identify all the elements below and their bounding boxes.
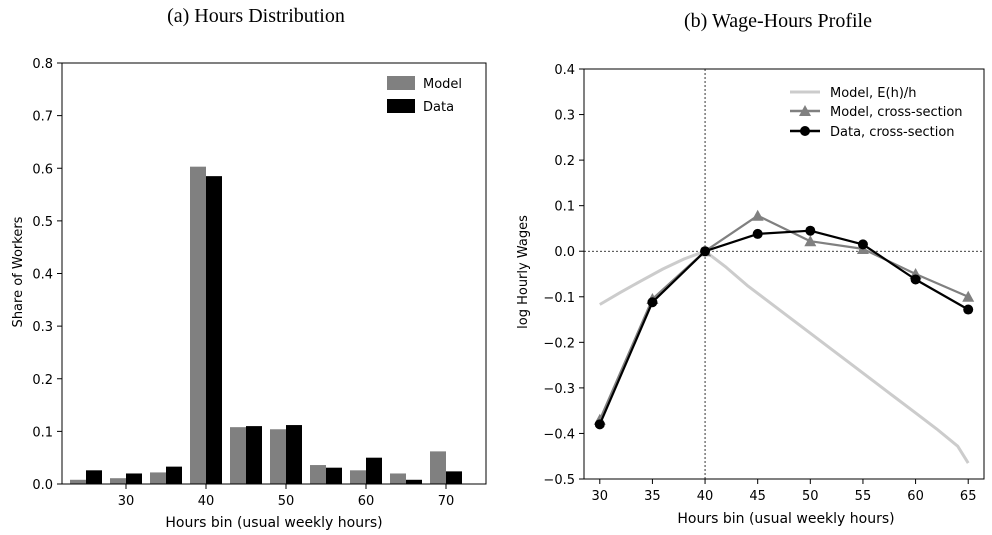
bar-model-40 — [190, 166, 206, 484]
legend-label-data-cross: Data, cross-section — [830, 125, 955, 140]
bar-model-65 — [390, 473, 406, 484]
bar-data-60 — [366, 457, 382, 484]
hours-distribution-panel: (a) Hours Distribution Share of Workers … — [11, 5, 487, 531]
chart-b-xtick-label: 60 — [907, 489, 924, 504]
chart-a-xtick-label: 50 — [278, 494, 295, 509]
bar-data-30 — [126, 473, 142, 484]
chart-a-ytick-label: 0.7 — [32, 110, 53, 125]
data-cross-section-point — [857, 239, 868, 250]
legend-label-data: Data — [423, 100, 454, 115]
chart-a-ylabel: Share of Workers — [11, 216, 26, 327]
chart-a-plot-frame — [61, 62, 487, 485]
chart-b-ytick-label: −0.1 — [543, 291, 575, 306]
bar-model-25 — [70, 479, 86, 484]
chart-a-legend: Model Data — [387, 76, 462, 115]
model-cross-section-point — [962, 290, 975, 302]
legend-label-model-eh: Model, E(h)/h — [830, 86, 917, 101]
chart-b-ytick-label: −0.4 — [543, 427, 575, 442]
bar-model-50 — [270, 429, 286, 484]
chart-a-xtick-label: 70 — [438, 494, 455, 509]
chart-b-plot-frame — [583, 68, 985, 480]
chart-b-title: (b) Wage-Hours Profile — [684, 10, 872, 32]
bar-model-45 — [230, 427, 246, 484]
wage-hours-profile-panel: (b) Wage-Hours Profile log Hourly Wages … — [516, 10, 985, 527]
model-cross-section-point — [804, 235, 817, 247]
data-cross-section-point — [700, 246, 711, 257]
chart-b-xtick-label: 50 — [802, 489, 819, 504]
legend-label-model: Model — [423, 77, 462, 92]
bar-data-35 — [166, 466, 182, 484]
data-cross-section-point — [594, 419, 605, 430]
chart-a-xtick-label: 30 — [118, 494, 135, 509]
bar-data-25 — [86, 470, 102, 484]
chart-b-ytick-label: 0.2 — [554, 154, 575, 169]
data-cross-section-point — [752, 228, 763, 239]
chart-a-title: (a) Hours Distribution — [167, 5, 345, 27]
bar-data-55 — [326, 467, 342, 484]
chart-b-xtick-label: 30 — [592, 489, 609, 504]
chart-b-ytick-label: −0.3 — [543, 382, 575, 397]
data-cross-section-point — [805, 225, 816, 236]
chart-a-ytick-label: 0.4 — [32, 268, 53, 283]
data-cross-section-point — [963, 304, 974, 315]
legend-swatch-data — [387, 99, 415, 113]
legend-label-model-cross: Model, cross-section — [830, 105, 963, 120]
chart-a-xtick-label: 60 — [358, 494, 375, 509]
chart-b-xtick-label: 45 — [749, 489, 766, 504]
chart-b-xtick-label: 35 — [644, 489, 661, 504]
bar-model-35 — [150, 472, 166, 484]
series-line-2 — [598, 229, 969, 425]
chart-a-ytick-label: 0.6 — [32, 162, 53, 177]
bar-data-70 — [446, 471, 462, 484]
bar-data-65 — [406, 479, 422, 484]
chart-a-ytick-label: 0.8 — [32, 57, 53, 72]
bar-data-40 — [206, 176, 222, 485]
chart-b-xtick-label: 65 — [960, 489, 977, 504]
chart-b-ytick-label: 0.1 — [554, 200, 575, 215]
legend-swatch-model — [387, 76, 415, 90]
model-cross-section-point — [751, 209, 764, 221]
chart-b-xlabel: Hours bin (usual weekly hours) — [677, 511, 894, 527]
bar-model-55 — [310, 465, 326, 484]
chart-b-ytick-label: 0.0 — [554, 245, 575, 260]
chart-b-xtick-label: 55 — [855, 489, 872, 504]
chart-a-xlabel: Hours bin (usual weekly hours) — [165, 515, 382, 531]
chart-b-ytick-label: −0.5 — [543, 473, 575, 488]
bar-data-45 — [246, 426, 262, 484]
chart-b-ytick-label: 0.4 — [554, 63, 575, 78]
chart-a-ytick-label: 0.2 — [32, 373, 53, 388]
legend-marker-circle — [800, 126, 810, 136]
chart-b-xtick-label: 40 — [697, 489, 714, 504]
chart-a-ytick-label: 0.0 — [32, 478, 53, 493]
series-line-1 — [598, 214, 969, 421]
bar-model-60 — [350, 470, 366, 484]
chart-a-xtick-label: 40 — [198, 494, 215, 509]
data-cross-section-point — [910, 274, 921, 285]
chart-b-ytick-label: 0.3 — [554, 109, 575, 124]
data-cross-section-point — [647, 297, 658, 308]
bar-model-70 — [430, 451, 446, 484]
chart-b-legend: Model, E(h)/h Model, cross-section Data,… — [790, 86, 963, 140]
bar-data-50 — [286, 425, 302, 484]
chart-b-ytick-label: −0.2 — [543, 336, 575, 351]
chart-a-ytick-label: 0.3 — [32, 320, 53, 335]
chart-b-ylabel: log Hourly Wages — [516, 215, 531, 329]
series-line-0 — [599, 249, 970, 464]
legend-marker-triangle — [799, 105, 811, 116]
bar-model-30 — [110, 478, 126, 484]
chart-a-ytick-label: 0.5 — [32, 215, 53, 230]
chart-a-ytick-label: 0.1 — [32, 425, 53, 440]
